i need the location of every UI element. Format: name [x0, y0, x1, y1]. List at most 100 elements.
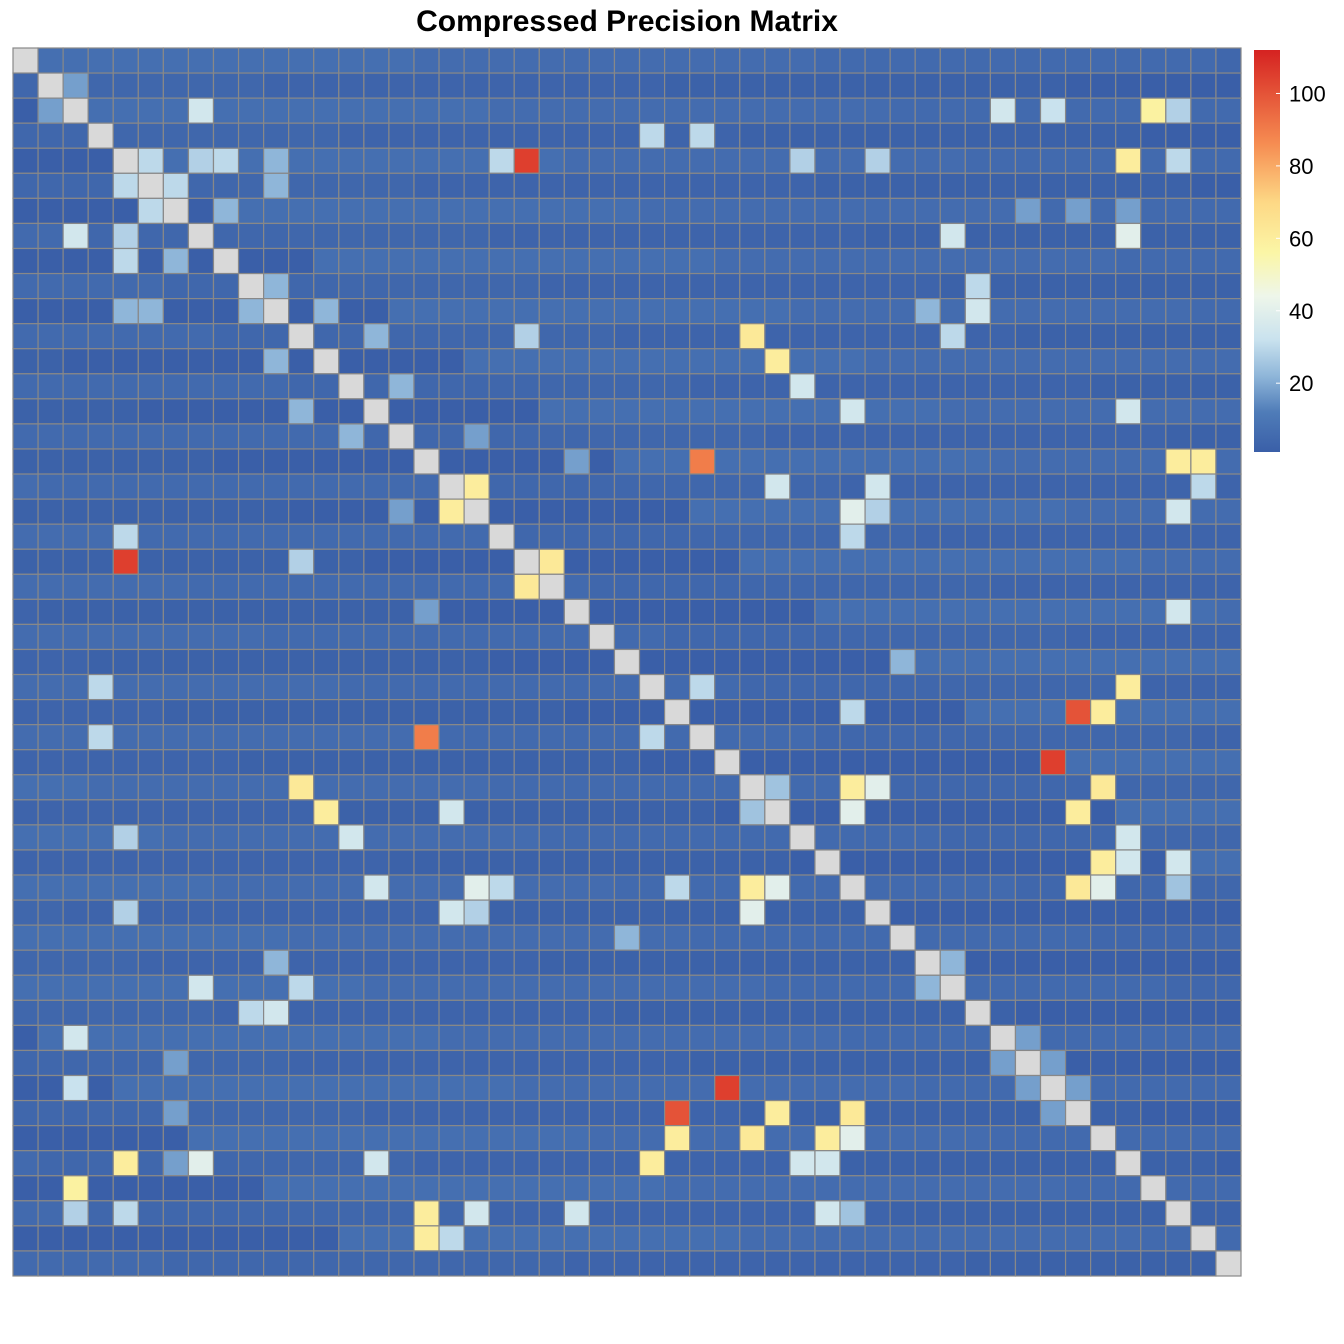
heatmap-cell: [1165, 949, 1192, 976]
heatmap-cell: [37, 1150, 64, 1177]
heatmap-cell: [638, 774, 666, 801]
heatmap-cell: [538, 1099, 565, 1127]
heatmap-cell: [1140, 473, 1167, 500]
heatmap-cell: [212, 974, 240, 1001]
heatmap-cell: [1165, 423, 1192, 450]
heatmap-cell: [313, 323, 340, 350]
heatmap-cell: [689, 799, 716, 826]
heatmap-cell: [538, 398, 565, 425]
heatmap-cell: [288, 1049, 315, 1077]
heatmap-cell: [313, 122, 340, 149]
heatmap-cell: [263, 999, 290, 1026]
heatmap-cell: [1064, 147, 1092, 174]
heatmap-cell: [62, 448, 89, 475]
heatmap-cell: [789, 1024, 816, 1052]
heatmap-cell: [563, 222, 591, 250]
heatmap-cell: [638, 999, 666, 1026]
heatmap-cell: [638, 348, 666, 375]
heatmap-cell: [1215, 1125, 1242, 1152]
heatmap-cell: [187, 1024, 215, 1052]
heatmap-cell: [313, 272, 340, 300]
heatmap-cell: [1165, 1250, 1192, 1277]
heatmap-cell: [513, 648, 540, 676]
heatmap-cell: [463, 1150, 490, 1177]
heatmap-cell: [212, 749, 240, 776]
heatmap-cell: [789, 924, 816, 951]
heatmap-cell: [1215, 222, 1242, 250]
heatmap-cell: [388, 1024, 415, 1052]
heatmap-cell: [62, 473, 89, 500]
heatmap-cell: [513, 1099, 540, 1127]
heatmap-cell: [663, 1125, 691, 1152]
heatmap-cell: [538, 197, 565, 225]
heatmap-cell: [1190, 1049, 1217, 1077]
heatmap-cell: [714, 122, 741, 149]
heatmap-cell: [1140, 298, 1167, 325]
heatmap-cell: [62, 824, 89, 851]
heatmap-cell: [212, 1099, 240, 1127]
heatmap-cell: [989, 348, 1017, 375]
heatmap-cell: [363, 122, 390, 149]
heatmap-cell: [1014, 999, 1042, 1026]
heatmap-cell: [263, 1125, 290, 1152]
heatmap-cell: [789, 448, 816, 475]
heatmap-cell: [864, 1250, 891, 1277]
heatmap-cell: [914, 122, 941, 149]
heatmap-cell: [839, 874, 866, 901]
heatmap-cell: [438, 47, 465, 74]
heatmap-cell: [162, 197, 190, 225]
heatmap-cell: [714, 1049, 741, 1077]
heatmap-cell: [438, 548, 465, 575]
heatmap-cell: [814, 1225, 841, 1252]
heatmap-cell: [137, 72, 164, 99]
heatmap-cell: [1064, 1250, 1092, 1277]
heatmap-cell: [162, 874, 190, 901]
heatmap-cell: [112, 924, 139, 951]
heatmap-cell: [714, 974, 741, 1001]
heatmap-cell: [37, 698, 64, 726]
heatmap-cell: [212, 548, 240, 575]
heatmap-cell: [989, 598, 1017, 626]
heatmap-cell: [839, 974, 866, 1001]
heatmap-cell: [914, 673, 941, 701]
heatmap-cell: [563, 999, 591, 1026]
heatmap-cell: [814, 247, 841, 275]
heatmap-cell: [488, 247, 515, 275]
heatmap-cell: [413, 473, 440, 500]
heatmap-cell: [638, 122, 666, 149]
heatmap-cell: [388, 1125, 415, 1152]
heatmap-cell: [263, 724, 290, 751]
heatmap-cell: [1090, 824, 1117, 851]
heatmap-cell: [438, 247, 465, 275]
heatmap-cell: [663, 548, 691, 575]
heatmap-cell: [663, 272, 691, 300]
heatmap-cell: [1215, 448, 1242, 475]
heatmap-cell: [538, 899, 565, 926]
heatmap-cell: [864, 1024, 891, 1052]
heatmap-cell: [814, 648, 841, 676]
heatmap-cell: [338, 849, 365, 876]
heatmap-cell: [1140, 1225, 1167, 1252]
heatmap-cell: [1165, 999, 1192, 1026]
heatmap-cell: [638, 1024, 666, 1052]
heatmap-cell: [638, 1074, 666, 1102]
heatmap-cell: [162, 473, 190, 500]
heatmap-cell: [162, 97, 190, 124]
heatmap-cell: [513, 498, 540, 525]
heatmap-cell: [739, 247, 766, 275]
heatmap-cell: [1215, 623, 1242, 651]
heatmap-cell: [864, 1200, 891, 1227]
heatmap-cell: [87, 97, 114, 124]
heatmap-cell: [263, 97, 290, 124]
heatmap-cell: [789, 272, 816, 300]
heatmap-cell: [764, 247, 791, 275]
heatmap-cell: [989, 272, 1017, 300]
heatmap-cell: [789, 999, 816, 1026]
heatmap-cell: [638, 974, 666, 1001]
heatmap-cell: [1014, 1175, 1042, 1202]
heatmap-cell: [313, 673, 340, 701]
heatmap-cell: [162, 1250, 190, 1277]
heatmap-cell: [739, 1175, 766, 1202]
heatmap-cell: [588, 949, 616, 976]
